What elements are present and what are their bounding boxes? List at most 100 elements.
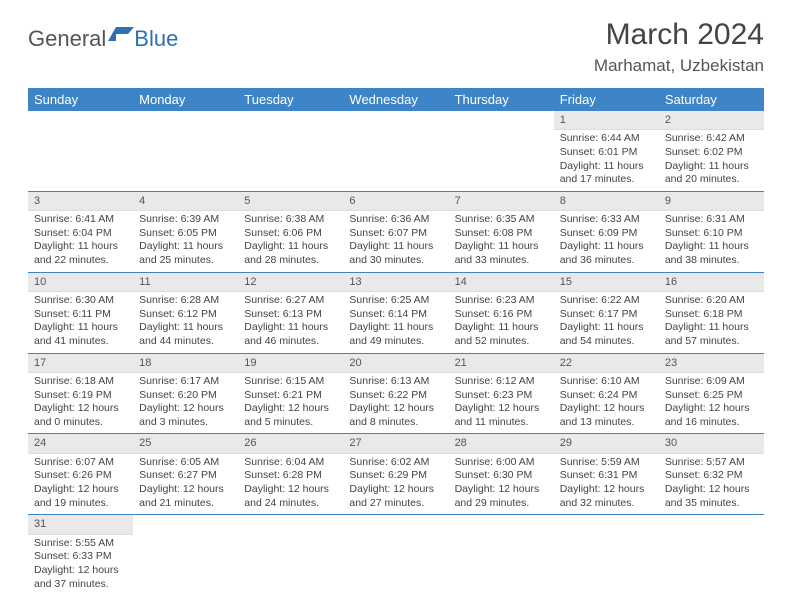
day-content: Sunrise: 6:10 AMSunset: 6:24 PMDaylight:… [554, 373, 659, 434]
calendar-day-cell: 21Sunrise: 6:12 AMSunset: 6:23 PMDayligh… [449, 353, 554, 434]
calendar-day-cell [449, 515, 554, 595]
day-number: 31 [28, 515, 133, 534]
day-info-line: Sunrise: 6:42 AM [665, 132, 758, 146]
month-title: March 2024 [594, 18, 764, 52]
day-info-line: Sunrise: 6:10 AM [560, 375, 653, 389]
day-content: Sunrise: 6:17 AMSunset: 6:20 PMDaylight:… [133, 373, 238, 434]
day-content: Sunrise: 6:25 AMSunset: 6:14 PMDaylight:… [343, 292, 448, 353]
day-info-line: Sunrise: 6:18 AM [34, 375, 127, 389]
day-info-line: Daylight: 11 hours and 36 minutes. [560, 240, 653, 267]
calendar-day-cell: 26Sunrise: 6:04 AMSunset: 6:28 PMDayligh… [238, 434, 343, 515]
day-info-line: Sunrise: 6:07 AM [34, 456, 127, 470]
day-number: 25 [133, 434, 238, 453]
day-content: Sunrise: 5:59 AMSunset: 6:31 PMDaylight:… [554, 454, 659, 515]
day-info-line: Sunset: 6:05 PM [139, 227, 232, 241]
day-content: Sunrise: 6:15 AMSunset: 6:21 PMDaylight:… [238, 373, 343, 434]
day-info-line: Sunrise: 6:35 AM [455, 213, 548, 227]
day-info-line: Sunset: 6:26 PM [34, 469, 127, 483]
day-info-line: Daylight: 11 hours and 28 minutes. [244, 240, 337, 267]
day-info-line: Sunset: 6:30 PM [455, 469, 548, 483]
logo-text-general: General [28, 26, 106, 52]
day-info-line: Daylight: 11 hours and 33 minutes. [455, 240, 548, 267]
day-content: Sunrise: 6:38 AMSunset: 6:06 PMDaylight:… [238, 211, 343, 272]
day-info-line: Sunset: 6:33 PM [34, 550, 127, 564]
day-info-line: Daylight: 12 hours and 37 minutes. [34, 564, 127, 591]
day-info-line: Sunset: 6:21 PM [244, 389, 337, 403]
calendar-day-cell: 27Sunrise: 6:02 AMSunset: 6:29 PMDayligh… [343, 434, 448, 515]
calendar-day-cell: 30Sunrise: 5:57 AMSunset: 6:32 PMDayligh… [659, 434, 764, 515]
day-info-line: Daylight: 11 hours and 20 minutes. [665, 160, 758, 187]
day-info-line: Sunrise: 6:20 AM [665, 294, 758, 308]
day-info-line: Daylight: 11 hours and 22 minutes. [34, 240, 127, 267]
day-content: Sunrise: 6:42 AMSunset: 6:02 PMDaylight:… [659, 130, 764, 191]
header: General Blue March 2024 Marhamat, Uzbeki… [28, 18, 764, 76]
day-info-line: Sunset: 6:04 PM [34, 227, 127, 241]
day-info-line: Daylight: 12 hours and 3 minutes. [139, 402, 232, 429]
day-info-line: Daylight: 12 hours and 13 minutes. [560, 402, 653, 429]
day-content: Sunrise: 6:41 AMSunset: 6:04 PMDaylight:… [28, 211, 133, 272]
day-info-line: Sunset: 6:19 PM [34, 389, 127, 403]
calendar-day-cell: 9Sunrise: 6:31 AMSunset: 6:10 PMDaylight… [659, 191, 764, 272]
calendar-day-cell [659, 515, 764, 595]
day-info-line: Daylight: 12 hours and 29 minutes. [455, 483, 548, 510]
day-content: Sunrise: 6:09 AMSunset: 6:25 PMDaylight:… [659, 373, 764, 434]
day-info-line: Sunset: 6:12 PM [139, 308, 232, 322]
day-content: Sunrise: 6:31 AMSunset: 6:10 PMDaylight:… [659, 211, 764, 272]
day-number: 20 [343, 354, 448, 373]
day-info-line: Sunrise: 6:00 AM [455, 456, 548, 470]
calendar-day-cell [28, 111, 133, 191]
day-info-line: Daylight: 11 hours and 57 minutes. [665, 321, 758, 348]
day-content: Sunrise: 6:20 AMSunset: 6:18 PMDaylight:… [659, 292, 764, 353]
calendar-day-cell: 1Sunrise: 6:44 AMSunset: 6:01 PMDaylight… [554, 111, 659, 191]
day-number: 3 [28, 192, 133, 211]
day-info-line: Sunset: 6:31 PM [560, 469, 653, 483]
day-info-line: Sunset: 6:11 PM [34, 308, 127, 322]
weekday-header: Monday [133, 88, 238, 111]
day-info-line: Daylight: 12 hours and 27 minutes. [349, 483, 442, 510]
day-info-line: Sunrise: 6:38 AM [244, 213, 337, 227]
day-info-line: Sunrise: 6:25 AM [349, 294, 442, 308]
day-info-line: Daylight: 11 hours and 25 minutes. [139, 240, 232, 267]
day-info-line: Sunset: 6:02 PM [665, 146, 758, 160]
day-number: 21 [449, 354, 554, 373]
day-info-line: Daylight: 11 hours and 46 minutes. [244, 321, 337, 348]
day-info-line: Daylight: 11 hours and 52 minutes. [455, 321, 548, 348]
day-info-line: Sunset: 6:29 PM [349, 469, 442, 483]
day-info-line: Sunrise: 6:33 AM [560, 213, 653, 227]
day-info-line: Daylight: 12 hours and 35 minutes. [665, 483, 758, 510]
day-info-line: Sunrise: 6:30 AM [34, 294, 127, 308]
day-info-line: Sunrise: 6:04 AM [244, 456, 337, 470]
weekday-header: Tuesday [238, 88, 343, 111]
day-info-line: Sunset: 6:23 PM [455, 389, 548, 403]
day-number: 23 [659, 354, 764, 373]
day-number: 12 [238, 273, 343, 292]
day-number: 8 [554, 192, 659, 211]
day-content: Sunrise: 6:33 AMSunset: 6:09 PMDaylight:… [554, 211, 659, 272]
day-number: 14 [449, 273, 554, 292]
weekday-header-row: Sunday Monday Tuesday Wednesday Thursday… [28, 88, 764, 111]
day-number: 29 [554, 434, 659, 453]
day-info-line: Sunrise: 6:44 AM [560, 132, 653, 146]
day-number: 7 [449, 192, 554, 211]
day-info-line: Sunrise: 6:17 AM [139, 375, 232, 389]
day-number: 11 [133, 273, 238, 292]
day-number: 2 [659, 111, 764, 130]
day-info-line: Daylight: 11 hours and 54 minutes. [560, 321, 653, 348]
calendar-week-row: 17Sunrise: 6:18 AMSunset: 6:19 PMDayligh… [28, 353, 764, 434]
day-info-line: Sunrise: 6:31 AM [665, 213, 758, 227]
day-info-line: Sunset: 6:07 PM [349, 227, 442, 241]
day-content: Sunrise: 6:36 AMSunset: 6:07 PMDaylight:… [343, 211, 448, 272]
day-number: 24 [28, 434, 133, 453]
day-info-line: Sunrise: 6:15 AM [244, 375, 337, 389]
calendar-table: Sunday Monday Tuesday Wednesday Thursday… [28, 88, 764, 595]
day-info-line: Daylight: 12 hours and 16 minutes. [665, 402, 758, 429]
day-info-line: Sunrise: 6:23 AM [455, 294, 548, 308]
day-info-line: Sunset: 6:01 PM [560, 146, 653, 160]
calendar-day-cell: 18Sunrise: 6:17 AMSunset: 6:20 PMDayligh… [133, 353, 238, 434]
calendar-day-cell [343, 515, 448, 595]
day-number: 26 [238, 434, 343, 453]
day-info-line: Sunrise: 5:55 AM [34, 537, 127, 551]
calendar-day-cell [238, 111, 343, 191]
day-number: 16 [659, 273, 764, 292]
day-content: Sunrise: 6:22 AMSunset: 6:17 PMDaylight:… [554, 292, 659, 353]
